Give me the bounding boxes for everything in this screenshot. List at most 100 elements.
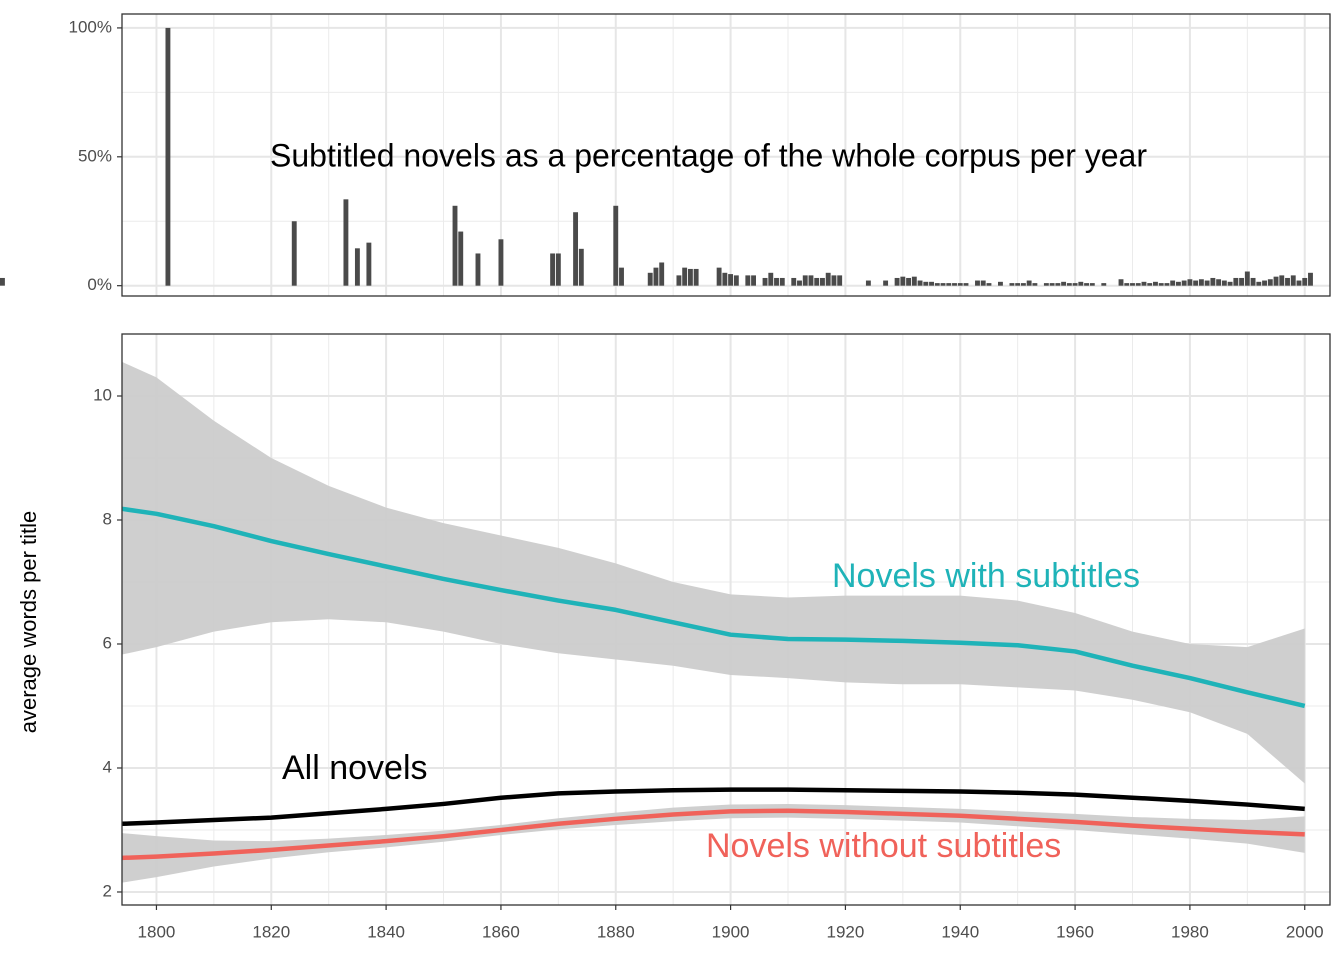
bar	[894, 277, 900, 286]
bar	[458, 231, 464, 286]
x-tick-label: 2000	[1286, 922, 1324, 941]
bar	[1233, 277, 1239, 286]
bar	[1153, 281, 1158, 286]
x-tick-label: 1980	[1171, 922, 1209, 941]
bar	[906, 277, 912, 286]
bar	[779, 277, 785, 286]
bar	[354, 248, 360, 286]
bar	[1049, 283, 1055, 286]
x-tick-label: 1820	[252, 922, 290, 941]
bar	[0, 277, 5, 286]
bar	[986, 283, 992, 286]
bar	[659, 262, 665, 286]
bar	[1141, 281, 1147, 286]
series-label: All novels	[282, 749, 428, 787]
x-tick-label: 1860	[482, 922, 520, 941]
bar	[802, 275, 808, 286]
bar	[1302, 277, 1308, 286]
bar	[1130, 283, 1135, 286]
bar	[647, 272, 653, 286]
bar	[762, 277, 768, 286]
bar	[1244, 271, 1250, 286]
bar	[475, 253, 481, 286]
bar	[573, 212, 579, 286]
line	[121, 787, 1305, 827]
bar	[733, 275, 739, 286]
y-tick-label: 8	[103, 509, 112, 528]
bar	[728, 274, 734, 286]
bar	[1193, 280, 1199, 286]
bar	[682, 267, 688, 286]
bar	[1164, 283, 1170, 286]
bar	[1250, 277, 1256, 286]
bar	[820, 277, 825, 286]
bar	[865, 280, 871, 286]
bar	[1015, 283, 1021, 286]
bar	[1158, 283, 1164, 286]
bar	[1170, 280, 1176, 286]
bar	[1210, 277, 1216, 286]
bar	[745, 275, 751, 286]
bar	[578, 248, 584, 286]
bar	[1020, 283, 1026, 286]
bar	[934, 283, 940, 286]
bar	[1118, 279, 1124, 286]
bar	[1175, 281, 1181, 286]
bar	[1279, 275, 1285, 286]
bar	[366, 242, 372, 286]
bar	[831, 275, 837, 286]
bar	[1256, 281, 1262, 286]
bar	[1198, 279, 1204, 286]
bar	[837, 275, 843, 286]
bar	[452, 205, 458, 286]
bar	[1290, 275, 1296, 286]
bar	[963, 283, 969, 286]
y-tick-label: 50%	[78, 146, 112, 165]
y-tick-label: 100%	[69, 17, 112, 36]
bar	[1204, 280, 1210, 286]
bar	[929, 281, 934, 286]
bar	[814, 277, 820, 286]
bar	[768, 272, 774, 286]
bar	[1216, 279, 1222, 286]
bar	[751, 275, 756, 286]
x-tick-label: 1900	[712, 922, 750, 941]
line	[121, 808, 1305, 861]
bar	[791, 277, 797, 286]
bar	[1055, 283, 1061, 286]
x-tick-label: 1960	[1056, 922, 1094, 941]
bar	[1078, 281, 1084, 286]
y-axis-title: average words per title	[16, 511, 41, 734]
bar	[1135, 283, 1141, 286]
bar	[676, 275, 682, 286]
bar	[1061, 281, 1067, 286]
bar	[975, 280, 980, 286]
x-tick-label: 1800	[138, 922, 176, 941]
bar	[808, 275, 814, 286]
bar	[716, 267, 722, 286]
y-tick-label: 2	[103, 881, 112, 900]
bar	[911, 276, 917, 286]
bar	[825, 272, 831, 286]
x-tick-label: 1840	[367, 922, 405, 941]
bar	[1239, 277, 1245, 286]
bar	[1147, 283, 1153, 286]
bar	[1009, 283, 1015, 286]
bar	[900, 276, 906, 286]
panel	[122, 14, 1330, 296]
bar	[1032, 283, 1038, 286]
line	[121, 506, 1306, 709]
x-tick-label: 1880	[597, 922, 635, 941]
bar	[653, 267, 659, 286]
confidence-band	[122, 361, 1305, 784]
series-label: Novels with subtitles	[832, 557, 1140, 595]
bar	[619, 267, 624, 286]
panel-border	[121, 333, 1331, 906]
bar	[998, 281, 1003, 286]
y-tick-label: 6	[103, 633, 112, 652]
bar	[1066, 283, 1072, 286]
bar	[722, 272, 728, 286]
x-tick-label: 1940	[941, 922, 979, 941]
bar	[1101, 283, 1107, 286]
